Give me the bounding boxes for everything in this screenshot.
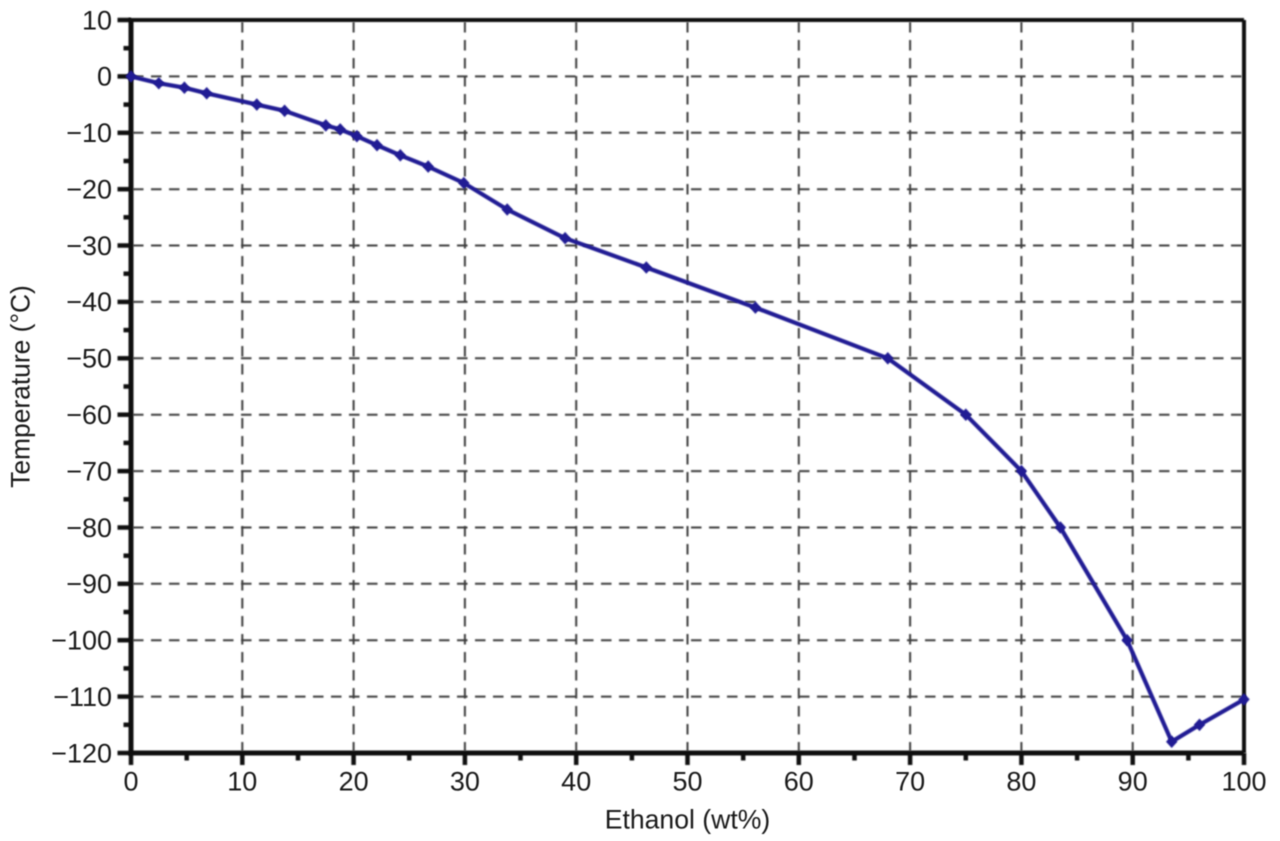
svg-text:10: 10 — [227, 767, 257, 797]
svg-text:0: 0 — [123, 767, 138, 797]
svg-text:80: 80 — [1006, 767, 1036, 797]
svg-text:−80: −80 — [66, 513, 112, 543]
svg-text:70: 70 — [895, 767, 925, 797]
svg-text:20: 20 — [339, 767, 369, 797]
svg-text:−50: −50 — [66, 344, 112, 374]
svg-text:Temperature (°C): Temperature (°C) — [6, 285, 36, 488]
svg-text:−120: −120 — [51, 738, 112, 768]
svg-text:−110: −110 — [53, 682, 112, 712]
svg-text:50: 50 — [672, 767, 702, 797]
svg-text:−30: −30 — [66, 231, 112, 261]
svg-text:60: 60 — [784, 767, 814, 797]
svg-text:−60: −60 — [66, 400, 112, 430]
svg-text:100: 100 — [1221, 767, 1266, 797]
svg-text:10: 10 — [82, 5, 112, 35]
svg-text:0: 0 — [97, 62, 112, 92]
svg-text:−100: −100 — [51, 626, 112, 656]
svg-text:90: 90 — [1118, 767, 1148, 797]
svg-text:30: 30 — [450, 767, 480, 797]
svg-text:−40: −40 — [66, 287, 112, 317]
svg-text:−20: −20 — [66, 175, 112, 205]
svg-text:40: 40 — [561, 767, 591, 797]
svg-text:−90: −90 — [66, 569, 112, 599]
svg-text:−70: −70 — [66, 456, 112, 486]
svg-text:Ethanol (wt%): Ethanol (wt%) — [605, 805, 771, 835]
svg-text:−10: −10 — [66, 118, 112, 148]
